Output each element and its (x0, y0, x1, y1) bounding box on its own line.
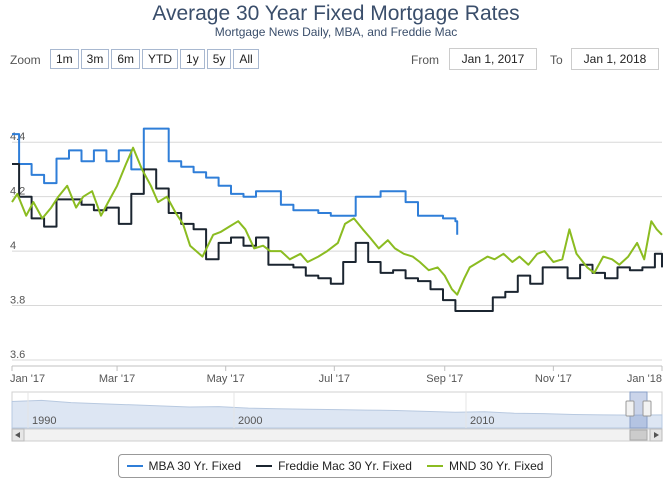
scrollbar-track[interactable] (11, 428, 663, 442)
zoom-5y-button[interactable]: 5y (206, 49, 232, 69)
x-tick-label: Mar '17 (99, 373, 135, 385)
zoom-1m-button[interactable]: 1m (50, 49, 79, 69)
zoom-label: Zoom (10, 53, 41, 67)
legend-label-mnd: MND 30 Yr. Fixed (448, 459, 544, 473)
series-line-freddie-mac[interactable] (12, 163, 663, 312)
navigator-right-handle[interactable] (642, 400, 652, 417)
y-tick-label: 4.4 (10, 131, 25, 143)
y-tick-label: 4.2 (10, 186, 25, 198)
zoom-1y-button[interactable]: 1y (180, 49, 205, 69)
legend-item-freddie-mac[interactable]: Freddie Mac 30 Yr. Fixed (256, 459, 412, 473)
legend: MBA 30 Yr. Fixed Freddie Mac 30 Yr. Fixe… (118, 454, 552, 478)
chevron-left-icon (15, 432, 20, 438)
y-tick-label: 3.8 (10, 295, 25, 307)
zoom-3m-button[interactable]: 3m (80, 49, 110, 69)
zoom-button-group: 1m 3m 6m YTD 1y 5y All (50, 49, 261, 69)
navigator-left-handle[interactable] (625, 400, 635, 417)
from-label: From (411, 53, 439, 67)
y-tick-label: 3.6 (10, 349, 25, 361)
legend-label-freddie-mac: Freddie Mac 30 Yr. Fixed (278, 459, 412, 473)
page-subtitle: Mortgage News Daily, MBA, and Freddie Ma… (214, 25, 458, 39)
navigator-year-label: 2010 (470, 415, 494, 427)
x-tick-label: Jul '17 (319, 373, 350, 385)
x-tick-label: Jan '17 (10, 373, 45, 385)
x-tick-label: Jan '18 (627, 373, 662, 385)
scrollbar-thumb[interactable] (629, 429, 648, 441)
series-line-mnd[interactable] (11, 146, 663, 296)
from-date-input[interactable]: Jan 1, 2017 (449, 48, 537, 70)
zoom-ytd-button[interactable]: YTD (142, 49, 179, 69)
x-tick-label: Sep '17 (426, 373, 463, 385)
navigator-series-area (11, 399, 663, 429)
legend-swatch-mnd (426, 465, 443, 467)
x-tick-label: Nov '17 (535, 373, 572, 385)
chevron-right-icon (654, 432, 659, 438)
legend-swatch-mba (126, 465, 143, 467)
page-title: Average 30 Year Fixed Mortgage Rates (152, 2, 520, 25)
navigator-year-label: 1990 (32, 415, 56, 427)
x-tick-label: May '17 (207, 373, 245, 385)
zoom-6m-button[interactable]: 6m (111, 49, 141, 69)
legend-swatch-freddie-mac (256, 465, 273, 467)
zoom-all-button[interactable]: All (233, 49, 259, 69)
to-label: To (550, 53, 563, 67)
legend-item-mba[interactable]: MBA 30 Yr. Fixed (126, 459, 242, 473)
navigator-year-label: 2000 (238, 415, 262, 427)
series-line-mba[interactable] (12, 127, 459, 235)
legend-item-mnd[interactable]: MND 30 Yr. Fixed (426, 459, 544, 473)
y-tick-label: 4 (10, 240, 16, 252)
to-date-input[interactable]: Jan 1, 2018 (571, 48, 659, 70)
legend-label-mba: MBA 30 Yr. Fixed (148, 459, 242, 473)
